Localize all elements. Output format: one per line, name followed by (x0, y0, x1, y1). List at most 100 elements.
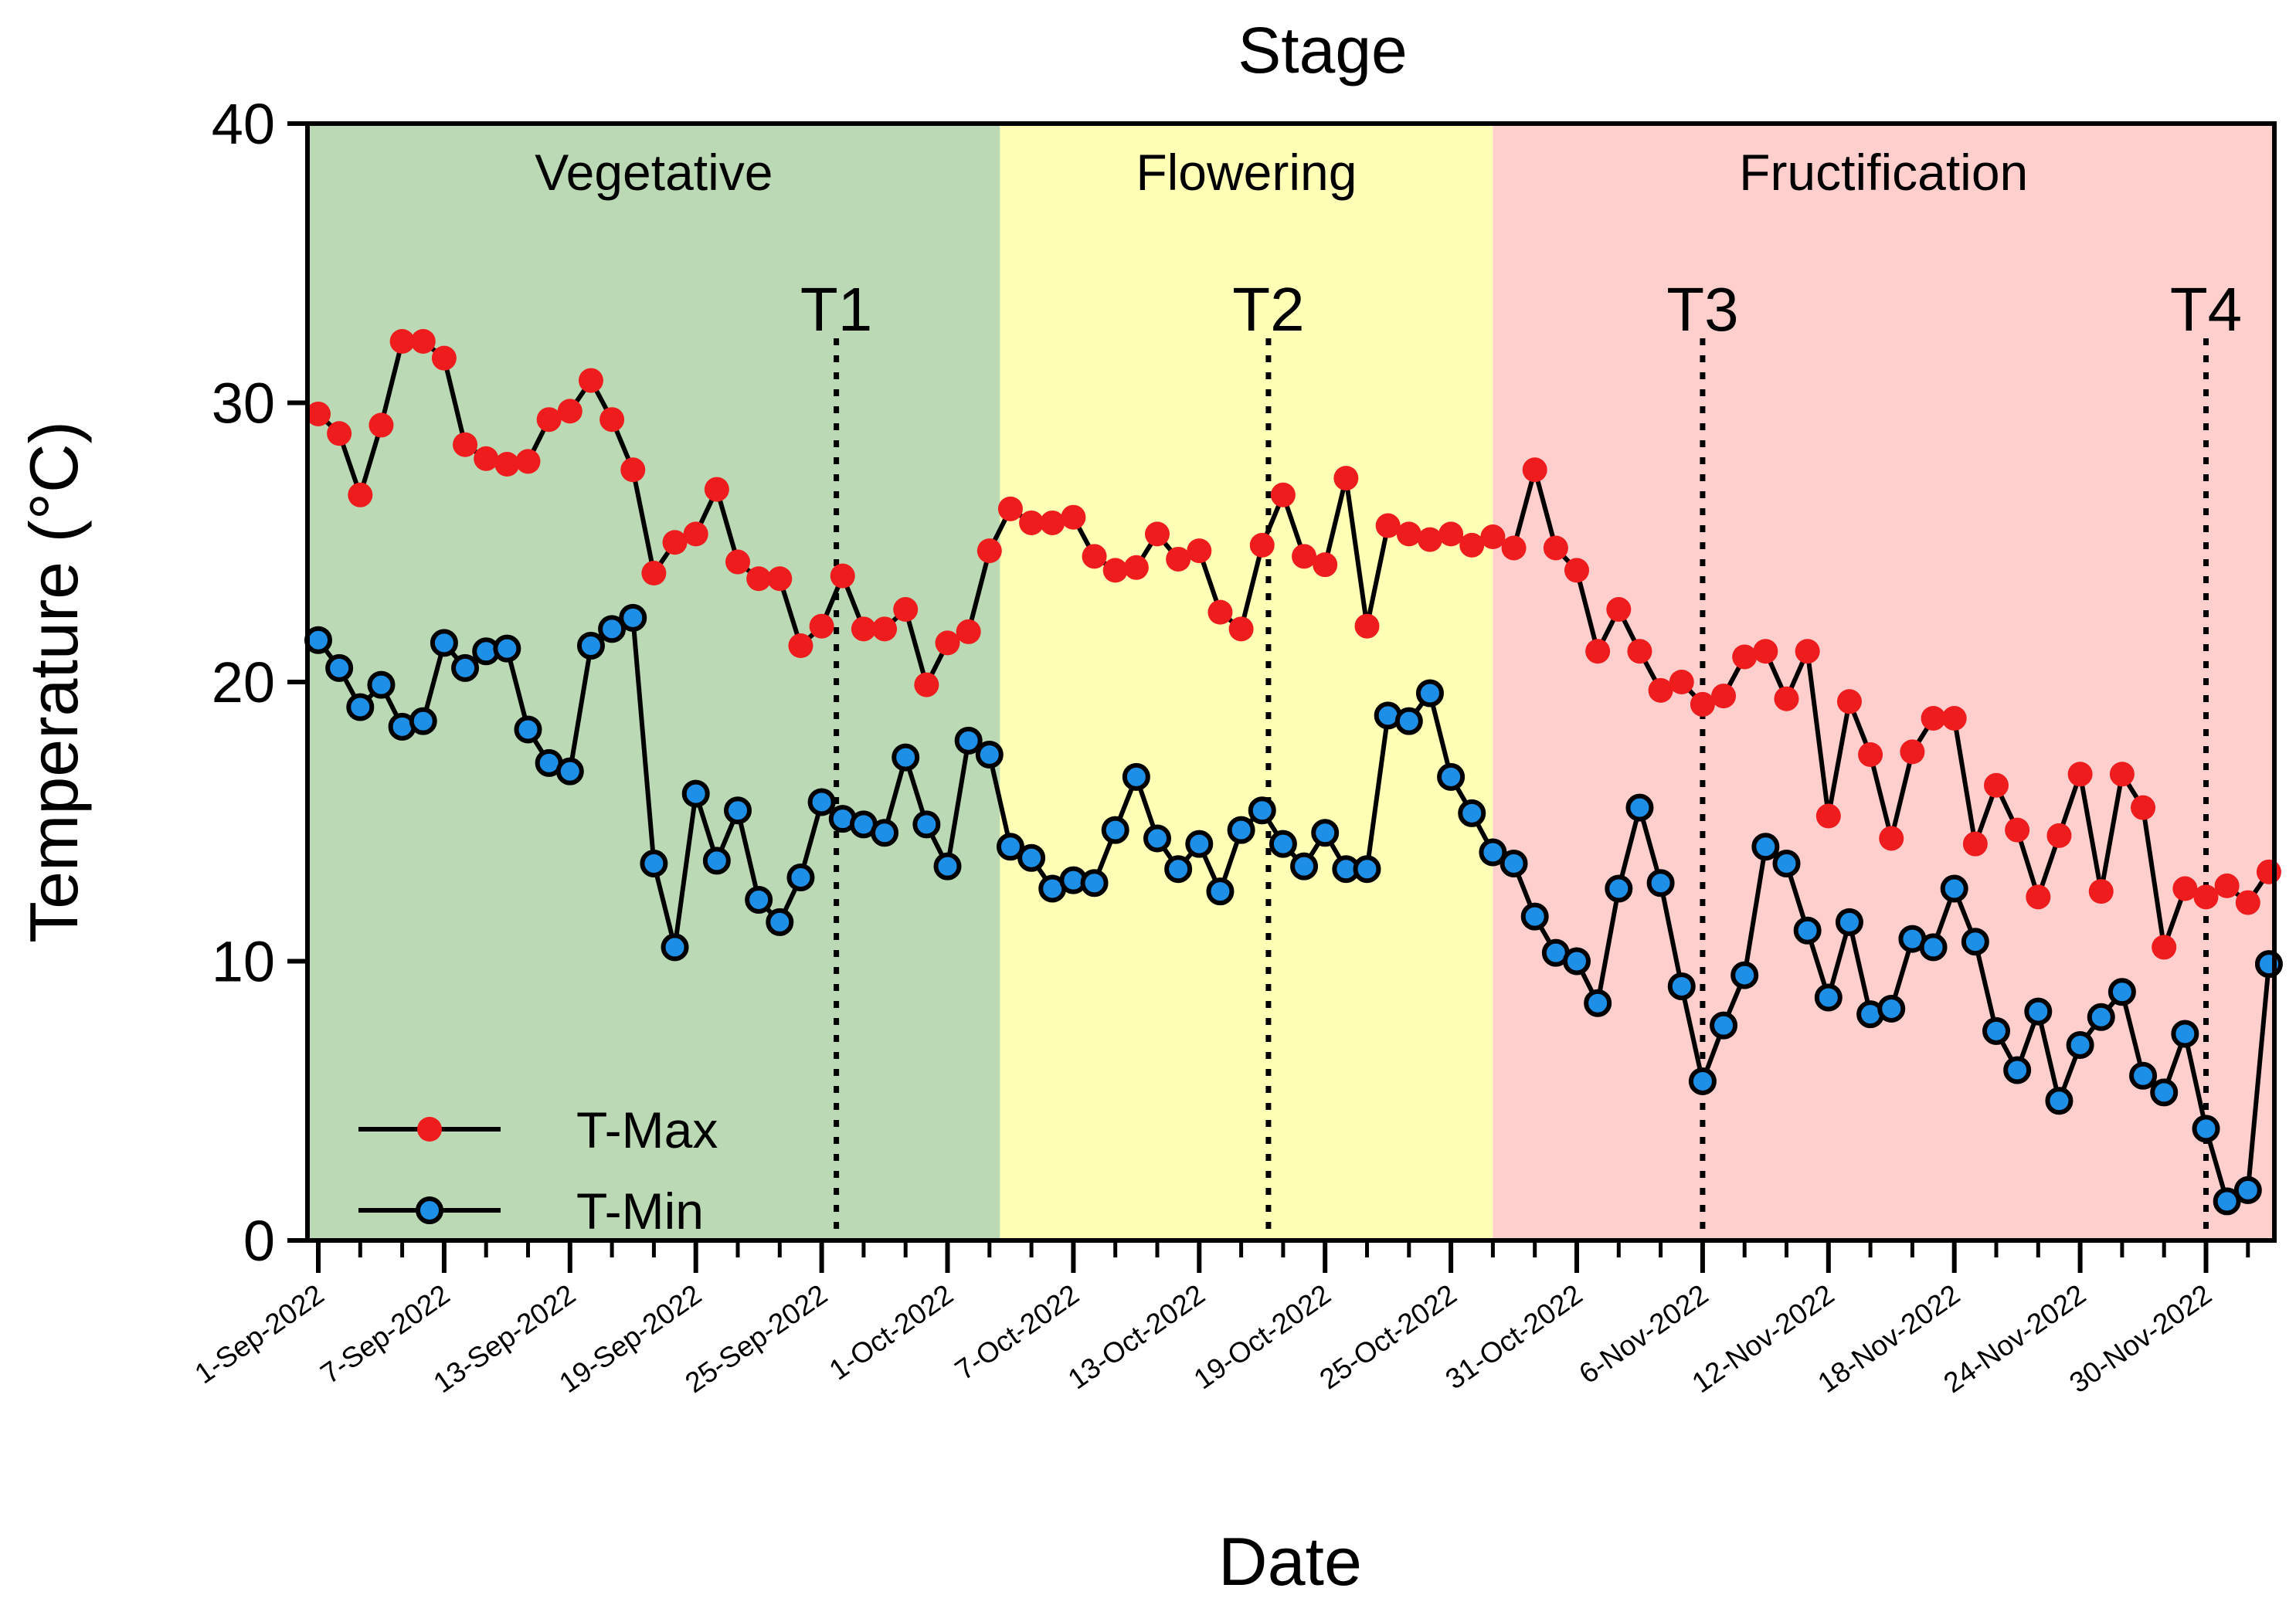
t-min-point (2129, 1061, 2158, 1090)
t-min-point (1772, 849, 1801, 877)
stage-label-vegetative: Vegetative (535, 144, 773, 201)
t-max-point (2046, 823, 2072, 848)
t-max-point (641, 561, 667, 586)
t-min-point (1940, 874, 1968, 903)
t-max-point (1438, 521, 1464, 547)
t-min-point (2150, 1078, 2179, 1107)
stage-label-flowering: Flowering (1136, 144, 1357, 201)
t-max-point (997, 496, 1023, 521)
t-min-point (1206, 877, 1235, 906)
t-min-point (1311, 819, 1340, 847)
t-max-point (1082, 544, 1107, 569)
t-max-point (1207, 599, 1233, 625)
t-max-point (1019, 510, 1044, 535)
t-min-point (409, 707, 437, 735)
t-min-point (1290, 852, 1319, 881)
t-max-point (1690, 691, 1715, 717)
t-max-point (1774, 686, 1799, 711)
t-max-point (1669, 670, 1694, 694)
t-max-point (515, 449, 541, 474)
t-min-point (1164, 855, 1193, 884)
t-max-point (1270, 482, 1296, 507)
legend-label-t-min: T-Min (576, 1183, 704, 1240)
t-max-point (1396, 521, 1421, 547)
t-min-point (1479, 838, 1507, 867)
t-min-point (1584, 989, 1612, 1017)
legend-marker-t-max (417, 1117, 442, 1142)
t-min-point (2087, 1003, 2115, 1031)
t-min-point (1500, 849, 1528, 877)
t-max-point (788, 633, 813, 659)
t-max-point (1187, 538, 1212, 564)
t-min-point (2213, 1187, 2241, 1216)
t-max-point (2152, 935, 2177, 960)
y-axis-label: Temperature (°C) (15, 421, 92, 943)
t-max-point (410, 328, 436, 354)
t-min-point (1625, 793, 1654, 822)
t-min-point (2171, 1020, 2199, 1048)
t-min-point (1982, 1016, 2010, 1045)
t-max-point (620, 457, 646, 483)
legend-marker-t-min (416, 1196, 443, 1224)
t-max-point (1375, 513, 1401, 538)
t-max-point (1292, 544, 1317, 569)
t-min-point (1080, 869, 1109, 898)
t-min-point (1814, 983, 1843, 1012)
t-min-point (451, 653, 480, 682)
t-max-point (1941, 705, 1967, 731)
t-min-point (1730, 961, 1759, 989)
t-max-point (1962, 831, 1988, 857)
t-max-point (536, 407, 562, 433)
t-min-point (2066, 1030, 2094, 1059)
t-max-point (2005, 817, 2030, 843)
t-max-point (474, 446, 499, 471)
series-layer (304, 328, 2283, 1216)
t-min-point (1269, 830, 1297, 858)
t-max-point (1711, 684, 1737, 709)
t-max-point (1543, 535, 1568, 561)
t-min-point (975, 740, 1004, 769)
t-max-point (494, 452, 520, 477)
t-max-point (348, 482, 373, 507)
t-max-point (725, 549, 750, 575)
marker-label-t1: T1 (800, 275, 872, 344)
t-max-point (2193, 884, 2219, 910)
t-max-point (1900, 739, 1925, 765)
t-max-point (746, 566, 772, 592)
y-tick-label: 0 (243, 1209, 275, 1273)
t-max-point (557, 399, 582, 424)
t-max-point (2235, 890, 2260, 915)
t-min-point (1227, 816, 1255, 844)
t-max-point (431, 345, 457, 371)
t-max-point (306, 401, 331, 426)
t-min-point (346, 693, 375, 721)
t-min-point (1919, 933, 1948, 962)
t-max-point (1858, 741, 1883, 767)
t-min-point (493, 634, 521, 663)
t-min-point (912, 810, 941, 839)
marker-label-t4: T4 (2170, 275, 2242, 344)
t-min-point (871, 819, 899, 847)
t-min-point (1751, 833, 1780, 861)
t-min-point (598, 615, 627, 643)
t-min-point (1563, 947, 1591, 976)
t-min-point (702, 847, 731, 875)
t-min-point (1688, 1067, 1717, 1095)
t-max-point (2131, 795, 2156, 820)
x-tick-label: 25-Sep-2022 (679, 1278, 833, 1399)
t-max-point (1061, 504, 1086, 530)
t-max-point (1249, 532, 1275, 558)
stage-label-fructification: Fructification (1739, 144, 2028, 201)
t-max-point (683, 521, 708, 547)
t-min-point (1667, 972, 1696, 1001)
t-max-point (809, 613, 834, 639)
t-max-point (662, 530, 688, 555)
t-min-point (619, 603, 647, 632)
t-max-point (704, 477, 729, 502)
t-max-point (1753, 639, 1778, 664)
t-max-point (1354, 613, 1380, 639)
stage-band-fructification (1493, 124, 2274, 1240)
x-tick-label: 1-Oct-2022 (824, 1278, 959, 1386)
t-max-point (327, 421, 352, 446)
t-max-point (1564, 558, 1589, 583)
